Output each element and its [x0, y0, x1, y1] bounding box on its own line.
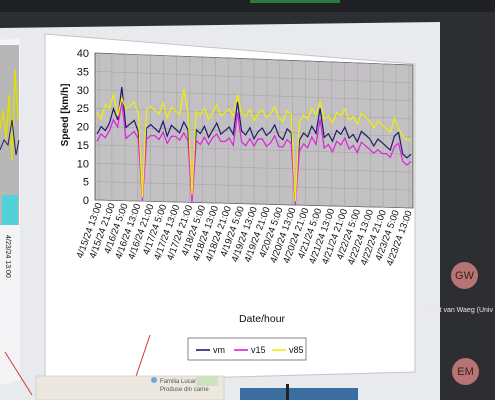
- map-green-area: [196, 376, 218, 386]
- legend-label-vm: vm: [213, 345, 225, 355]
- left-chart-yellow-line: [0, 69, 19, 161]
- map-place-name: Familia Lucan: [160, 379, 197, 385]
- legend-label-v15: v15: [251, 345, 266, 355]
- bottom-image-pole: [286, 384, 289, 400]
- legend-box: [187, 337, 307, 361]
- y-tick-label: 30: [77, 85, 89, 97]
- participant-name-label: Geert van Waeg (Univ: [424, 307, 493, 314]
- series-line-v85: [96, 89, 412, 202]
- map-snippet: Familia Lucan Produse din carne: [35, 375, 225, 400]
- y-tick-label: 40: [77, 48, 89, 60]
- chart-legend: vm v15 v85: [187, 337, 307, 361]
- left-chart-tick-label: 4/23/24 13:00: [4, 235, 11, 278]
- legend-label-v85: v85: [289, 345, 304, 355]
- map-pin-icon: [151, 377, 157, 383]
- y-tick-label: 5: [83, 177, 89, 189]
- y-tick-label: 35: [77, 66, 89, 78]
- left-partial-chart: 4/23/24 13:00: [0, 45, 20, 278]
- left-chart-cyan-series: [2, 195, 18, 225]
- bottom-image-thumbnail: [240, 388, 358, 400]
- participant-initials-gw: GW: [455, 269, 474, 282]
- meeting-top-bar: [0, 0, 495, 12]
- map-background: [36, 376, 224, 400]
- active-speaker-indicator: [250, 0, 340, 3]
- map-border: [35, 375, 225, 400]
- participant-avatar-gw[interactable]: GW: [451, 262, 478, 289]
- annotation-stroke-left: [4, 351, 33, 396]
- y-tick-label: 10: [77, 158, 89, 170]
- y-tick-label: 15: [77, 140, 89, 152]
- x-axis-title: Date/hour: [239, 313, 286, 325]
- y-tick-label: 0: [83, 195, 89, 207]
- y-axis-title: Speed [km/h]: [60, 84, 71, 147]
- map-place-subtitle: Produse din carne: [160, 387, 209, 393]
- left-chart-blue-line: [0, 119, 20, 156]
- y-tick-label: 20: [77, 122, 89, 134]
- series-line-vm: [96, 86, 412, 202]
- participant-initials-em: EM: [457, 365, 474, 378]
- series-line-v15: [96, 101, 412, 206]
- participant-avatar-em[interactable]: EM: [452, 358, 479, 385]
- y-tick-label: 25: [77, 103, 89, 115]
